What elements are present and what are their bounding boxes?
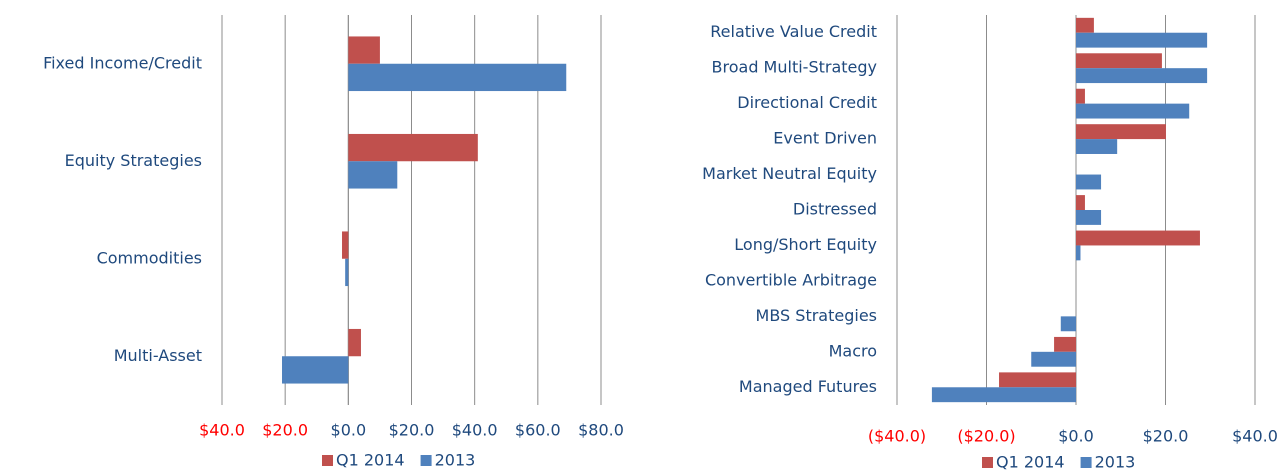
- category-label: Market Neutral Equity: [702, 164, 877, 183]
- category-label: Convertible Arbitrage: [705, 270, 877, 289]
- legend-label: 2013: [435, 451, 476, 470]
- bar: [1076, 53, 1162, 69]
- x-tick-label: $80.0: [578, 421, 624, 440]
- bar: [1054, 336, 1076, 352]
- bar: [1076, 32, 1208, 48]
- bar: [1076, 230, 1200, 246]
- x-tick-label: $20.0: [1143, 427, 1189, 446]
- bar: [1076, 124, 1166, 140]
- x-tick-label: $20.0: [389, 421, 435, 440]
- category-label: Long/Short Equity: [734, 235, 877, 254]
- category-label: Macro: [829, 341, 877, 360]
- x-tick-label: $40.0: [1232, 427, 1278, 446]
- category-label: Multi-Asset: [114, 346, 202, 365]
- category-label: Event Driven: [773, 129, 877, 148]
- category-label: Broad Multi-Strategy: [712, 58, 877, 77]
- bar: [999, 372, 1076, 388]
- x-tick-label: $0.0: [1058, 427, 1094, 446]
- bar: [345, 258, 349, 287]
- bar: [1076, 88, 1085, 104]
- bar: [1076, 245, 1081, 261]
- x-tick-label: $60.0: [515, 421, 561, 440]
- bar: [1076, 174, 1102, 190]
- x-tick-label: $40.0: [452, 421, 498, 440]
- x-tick-label: $20.0: [262, 421, 308, 440]
- legend-label: Q1 2014: [336, 451, 405, 470]
- x-tick-label: ($20.0): [957, 427, 1015, 446]
- bar: [1076, 139, 1118, 154]
- category-label: Equity Strategies: [65, 151, 202, 170]
- bar: [342, 231, 349, 259]
- category-label: Directional Credit: [737, 93, 877, 112]
- bar: [348, 63, 567, 92]
- bar: [1060, 316, 1076, 332]
- bar: [282, 356, 349, 384]
- x-tick-label: $40.0: [199, 421, 245, 440]
- category-label: Commodities: [97, 248, 202, 267]
- bar: [1076, 17, 1094, 33]
- legend-swatch: [1080, 457, 1092, 468]
- bar: [348, 133, 478, 162]
- bar: [1031, 351, 1076, 367]
- legend-label: 2013: [1095, 453, 1136, 472]
- legend-label: Q1 2014: [996, 453, 1065, 472]
- bar: [1076, 195, 1085, 210]
- category-label: Relative Value Credit: [710, 22, 877, 41]
- legend-swatch: [982, 457, 993, 468]
- bar: [1076, 210, 1102, 225]
- bar: [348, 161, 398, 189]
- bar: [1076, 103, 1190, 119]
- bar: [1076, 68, 1208, 84]
- x-tick-label: ($40.0): [868, 427, 926, 446]
- category-label: Fixed Income/Credit: [43, 53, 202, 72]
- bar: [348, 36, 380, 64]
- bar: [348, 328, 361, 357]
- category-label: Managed Futures: [739, 377, 877, 396]
- legend-swatch: [420, 455, 432, 466]
- x-tick-label: $0.0: [331, 421, 367, 440]
- legend-swatch: [322, 455, 333, 466]
- category-label: Distressed: [793, 200, 877, 219]
- bar: [931, 387, 1076, 403]
- category-label: MBS Strategies: [756, 306, 877, 325]
